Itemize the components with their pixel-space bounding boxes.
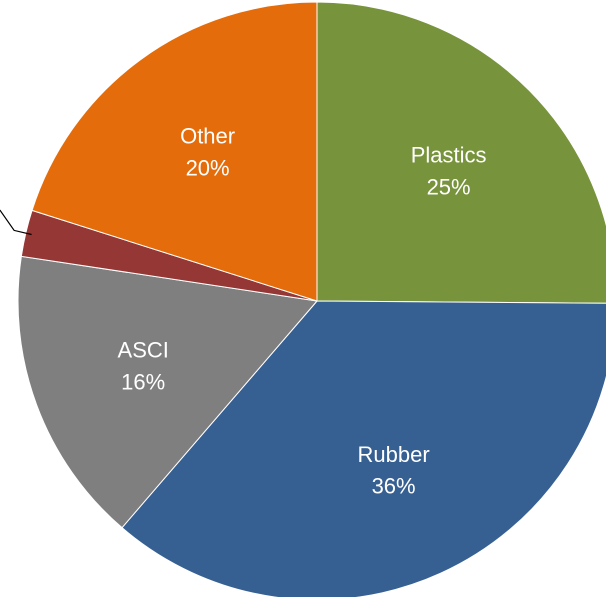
leader-line: [0, 209, 32, 236]
slice-labels: Plastics 25% Rubber 36% ASCI 16% Other 20%: [118, 123, 487, 498]
leader-lines: [0, 209, 32, 236]
pie-slices: [17, 1, 606, 597]
slice-percent-label: 16%: [121, 369, 165, 394]
pie-slice-asci: [17, 255, 318, 529]
slice-label-rubber: Rubber 36%: [358, 442, 430, 499]
slice-label-asci: ASCI 16%: [118, 338, 169, 395]
slice-category-label: Other: [180, 123, 235, 148]
pie-slice-rubber: [121, 300, 606, 597]
slice-category-label: ASCI: [118, 338, 169, 363]
slice-label-plastics: Plastics 25%: [411, 142, 487, 199]
slice-category-label: Rubber: [358, 442, 430, 467]
slice-percent-label: 20%: [186, 155, 230, 180]
pie-slice-plastics: [316, 1, 606, 304]
slice-percent-label: 25%: [427, 174, 471, 199]
slice-category-label: Plastics: [411, 142, 487, 167]
slice-percent-label: 36%: [372, 474, 416, 499]
pie-slice-other: [31, 1, 318, 302]
slice-label-other: Other 20%: [180, 123, 235, 180]
